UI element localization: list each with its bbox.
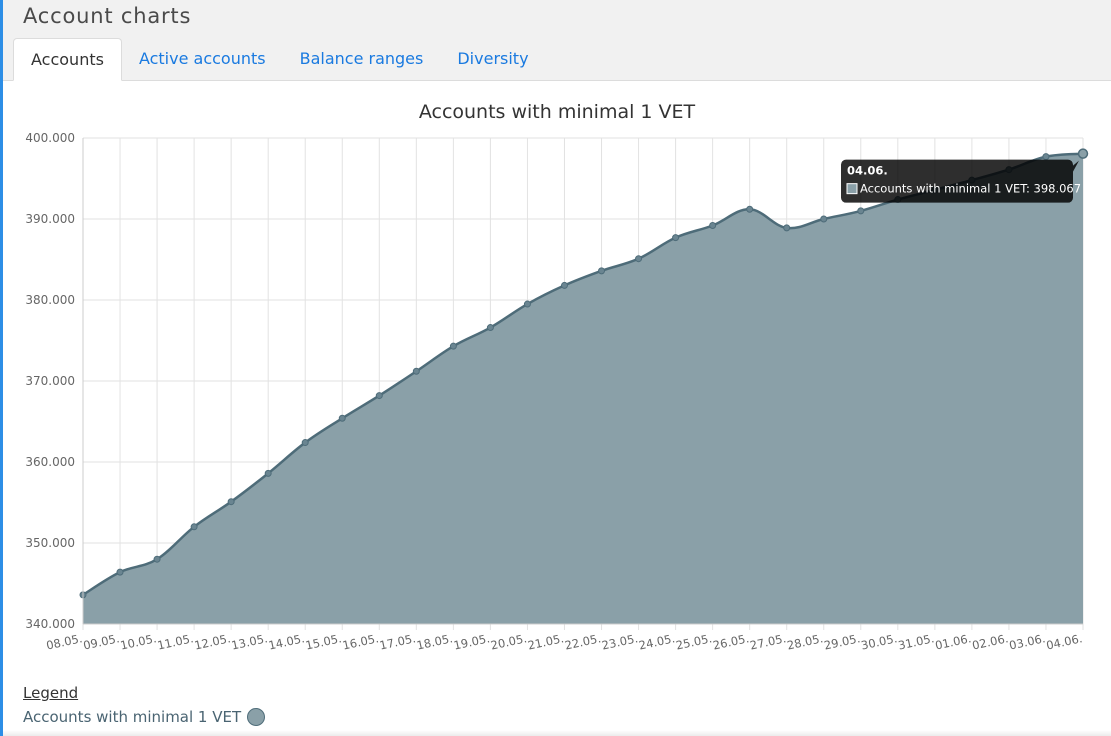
tooltip-box xyxy=(841,159,1073,203)
x-tick-label: 18.05. xyxy=(415,631,454,652)
header: Account charts Accounts Active accounts … xyxy=(3,0,1111,81)
tab-accounts[interactable]: Accounts xyxy=(13,38,122,81)
data-point xyxy=(523,300,531,308)
data-point xyxy=(672,234,680,242)
data-point xyxy=(190,523,198,531)
x-tick-label: 25.05. xyxy=(675,631,714,652)
tab-diversity[interactable]: Diversity xyxy=(457,49,529,68)
y-tick-label: 380.000 xyxy=(25,293,75,307)
legend-title: Legend xyxy=(23,684,79,702)
series-area-fill xyxy=(83,153,1083,625)
x-tick-label: 02.06. xyxy=(971,631,1010,652)
data-point xyxy=(857,207,865,215)
legend-item-label: Accounts with minimal 1 VET xyxy=(23,708,242,726)
y-tick-label: 340.000 xyxy=(25,617,75,631)
accounts-chart: Accounts with minimal 1 VET 340.000 350.0… xyxy=(25,101,1089,653)
x-tick-label: 10.05. xyxy=(119,631,158,652)
page-title: Account charts xyxy=(23,4,192,28)
x-tick-label: 31.05. xyxy=(897,631,936,652)
x-tick-label: 08.05. xyxy=(45,631,84,652)
x-tick-label: 11.05. xyxy=(156,631,195,652)
x-tick-label: 09.05. xyxy=(82,631,121,652)
legend-color-swatch xyxy=(247,708,266,726)
y-tick-label: 360.000 xyxy=(25,455,75,469)
data-point xyxy=(153,555,161,563)
x-tick-label: 19.05. xyxy=(452,631,491,652)
data-point xyxy=(783,224,791,232)
bottom-shadow xyxy=(3,730,1111,736)
chart-container: Accounts with minimal 1 VET 340.000 350.0… xyxy=(3,81,1111,681)
x-tick-label: 30.05. xyxy=(860,631,899,652)
y-tick-label: 350.000 xyxy=(25,536,75,550)
data-point xyxy=(820,215,828,223)
data-point xyxy=(301,439,309,447)
x-tick-label: 27.05. xyxy=(749,631,788,652)
data-point xyxy=(1042,153,1050,161)
chart-title: Accounts with minimal 1 VET xyxy=(419,101,696,123)
legend: Legend Accounts with minimal 1 VET xyxy=(23,684,266,726)
tab-balance-ranges[interactable]: Balance ranges xyxy=(299,49,424,68)
x-tick-label: 14.05. xyxy=(267,631,306,652)
x-tick-label: 21.05. xyxy=(526,631,565,652)
x-tick-label: 29.05. xyxy=(823,631,862,652)
data-point xyxy=(227,498,235,506)
data-point xyxy=(598,267,606,275)
data-point xyxy=(449,342,457,350)
x-tick-label: 28.05. xyxy=(786,631,825,652)
data-point xyxy=(116,568,124,576)
x-tick-label: 17.05. xyxy=(378,631,417,652)
x-tick-label: 13.05. xyxy=(230,631,269,652)
x-tick-label: 24.05. xyxy=(638,631,677,652)
data-point xyxy=(338,414,346,422)
tab-bar: Accounts Active accounts Balance ranges … xyxy=(13,38,546,81)
x-tick-label: 04.06. xyxy=(1045,631,1084,652)
tooltip: 04.06. Accounts with minimal 1 VET: 398.0… xyxy=(841,159,1081,203)
x-tick-label: 15.05. xyxy=(304,631,343,652)
data-point xyxy=(375,392,383,400)
data-point xyxy=(1077,148,1089,159)
x-tick-label: 03.06. xyxy=(1008,631,1047,652)
y-tick-label: 400.000 xyxy=(25,131,75,145)
y-tick-label: 390.000 xyxy=(25,212,75,226)
x-tick-label: 23.05. xyxy=(600,631,639,652)
x-tick-label: 01.06. xyxy=(934,631,973,652)
x-tick-label: 20.05. xyxy=(489,631,528,652)
data-point xyxy=(486,324,494,332)
tooltip-caret xyxy=(1073,160,1079,172)
x-tick-label: 16.05. xyxy=(341,631,380,652)
data-point xyxy=(635,255,643,263)
tab-active-accounts[interactable]: Active accounts xyxy=(138,49,266,68)
legend-item[interactable]: Accounts with minimal 1 VET xyxy=(23,708,266,726)
data-point xyxy=(709,221,717,229)
data-point xyxy=(412,367,420,375)
tooltip-swatch xyxy=(846,183,858,195)
x-tick-label: 12.05. xyxy=(193,631,232,652)
x-tick-label: 22.05. xyxy=(563,631,602,652)
tooltip-title: 04.06. xyxy=(847,164,888,178)
data-point xyxy=(746,205,754,213)
data-point xyxy=(264,469,272,477)
data-point xyxy=(560,281,568,289)
y-tick-label: 370.000 xyxy=(25,374,75,388)
tooltip-label: Accounts with minimal 1 VET: 398.067 xyxy=(860,182,1081,196)
x-tick-label: 26.05. xyxy=(712,631,751,652)
